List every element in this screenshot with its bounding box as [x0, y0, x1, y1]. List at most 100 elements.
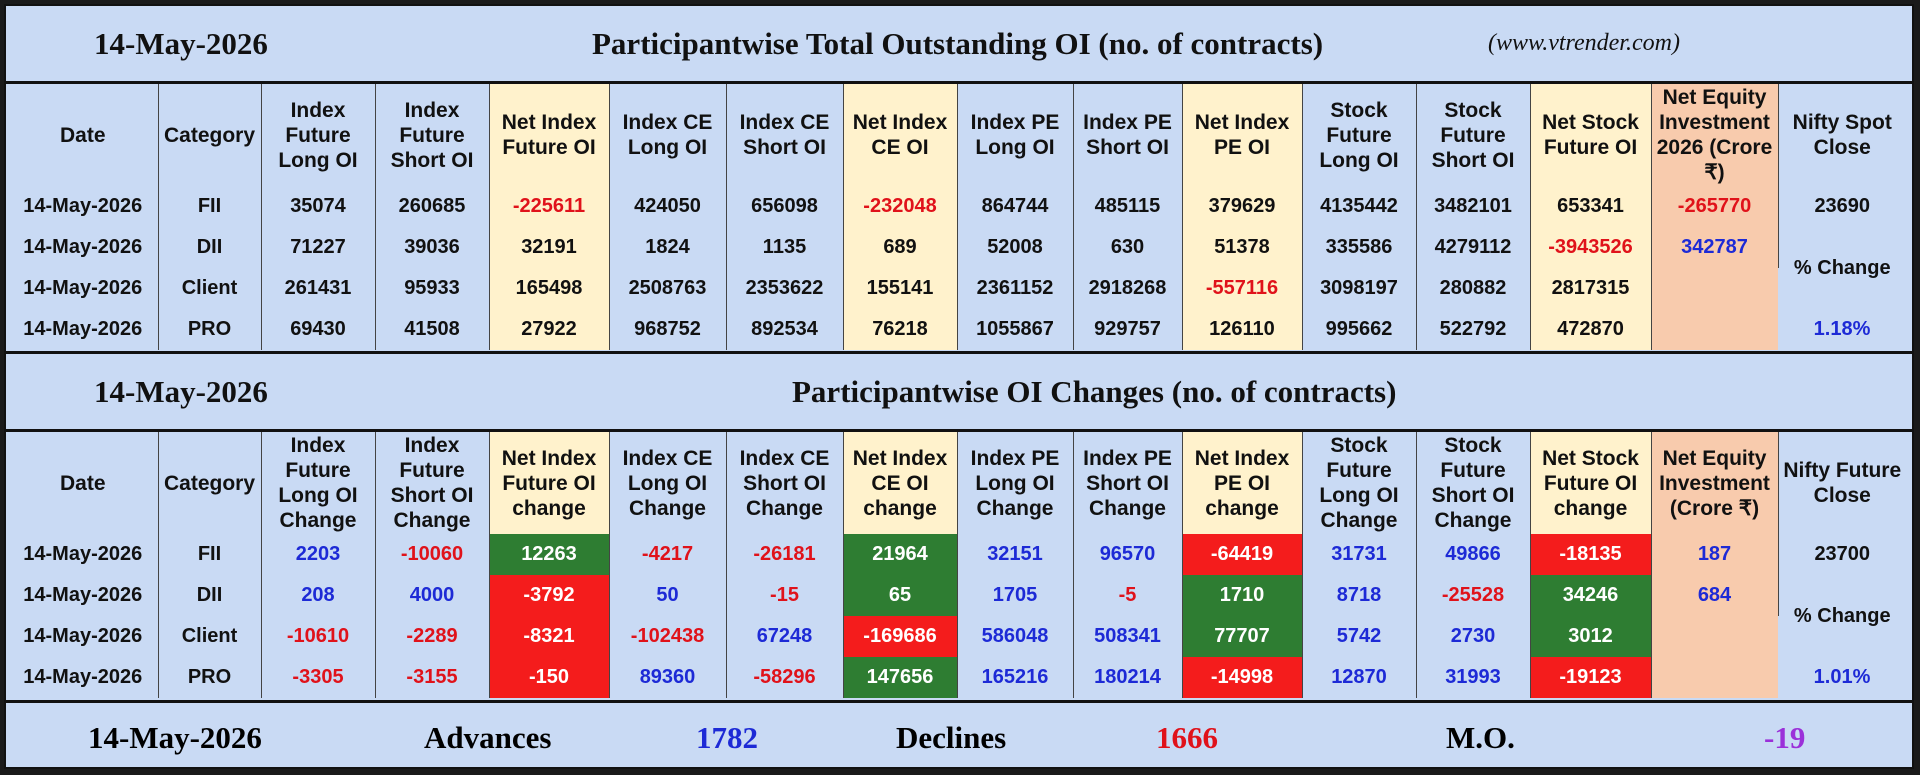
- value-cell: 39036: [375, 227, 490, 268]
- column-header: Date: [8, 432, 159, 534]
- pct-change-value: 1.01%: [1813, 666, 1871, 688]
- column-header: Index CE Long OI Change: [609, 432, 727, 534]
- value-cell: 2730: [1416, 616, 1531, 657]
- date-cell: 14-May-2026: [8, 268, 159, 309]
- chg-table: Date Category Index Future Long OI Change I…: [8, 432, 1906, 698]
- value-cell: 3482101: [1416, 186, 1531, 227]
- value-cell: 12263: [489, 534, 610, 575]
- date-cell: 14-May-2026: [8, 309, 159, 350]
- table-row: 14-May-2026 DII 71227 39036 32191 1824 1135 689…: [8, 227, 1906, 279]
- column-header: Net Index PE OI: [1182, 84, 1303, 186]
- column-header: Net Stock Future OI: [1530, 84, 1652, 186]
- value-cell: 968752: [609, 309, 727, 350]
- value-cell: 379629: [1182, 186, 1303, 227]
- chg-title: Participantwise OI Changes (no. of contr…: [792, 373, 1397, 409]
- table-row: 14-May-2026 Client -10610 -2289 -8321 -102438…: [8, 616, 1906, 698]
- value-cell: 335586: [1302, 227, 1417, 268]
- table-row: 14-May-2026 FII 35074 260685 -225611 424050 65…: [8, 186, 1906, 227]
- value-cell: 1705: [957, 575, 1074, 616]
- column-header: Index PE Short OI Change: [1073, 432, 1183, 534]
- value-cell: 2508763: [609, 268, 727, 309]
- value-cell: 261431: [261, 268, 376, 309]
- oi-header: 14-May-2026 Participantwise Total Outsta…: [6, 6, 1912, 81]
- value-cell: 995662: [1302, 309, 1417, 350]
- value-cell: -58296: [726, 657, 844, 698]
- value-cell: 2203: [261, 534, 376, 575]
- value-cell: 49866: [1416, 534, 1531, 575]
- category-cell: PRO: [158, 657, 262, 698]
- divider: [6, 429, 1912, 432]
- value-cell: 165498: [489, 268, 610, 309]
- value-cell: -64419: [1182, 534, 1303, 575]
- value-cell: 147656: [843, 657, 958, 698]
- divider: [6, 351, 1912, 354]
- column-header: Index Future Short OI: [375, 84, 490, 186]
- category-cell: FII: [158, 534, 262, 575]
- column-header: Stock Future Short OI Change: [1416, 432, 1531, 534]
- column-header: Net Equity Investment 2026 (Crore ₹): [1651, 84, 1779, 186]
- value-cell: -26181: [726, 534, 844, 575]
- value-cell: -150: [489, 657, 610, 698]
- header-row: Date Category Index Future Long OI Change I…: [8, 432, 1906, 534]
- pct-change-label: % Change: [1793, 256, 1891, 279]
- value-cell: 51378: [1182, 227, 1303, 268]
- category-cell: DII: [158, 227, 262, 268]
- value-cell: 1055867: [957, 309, 1074, 350]
- value-cell: 96570: [1073, 534, 1183, 575]
- value-cell: 27922: [489, 309, 610, 350]
- value-cell: 3098197: [1302, 268, 1417, 309]
- net-equity-cell: 342787: [1651, 227, 1779, 268]
- column-header: Stock Future Long OI: [1302, 84, 1417, 186]
- value-cell: 689: [843, 227, 958, 268]
- value-cell: 69430: [261, 309, 376, 350]
- value-cell: 656098: [726, 186, 844, 227]
- table-row: 14-May-2026 PRO 69430 41508 27922 968752 89253…: [8, 309, 1906, 350]
- value-cell: 208: [261, 575, 376, 616]
- value-cell: 1824: [609, 227, 727, 268]
- footer-date: 14-May-2026: [88, 720, 262, 755]
- value-cell: 35074: [261, 186, 376, 227]
- advances-value: 1782: [696, 720, 758, 755]
- value-cell: 485115: [1073, 186, 1183, 227]
- value-cell: 260685: [375, 186, 490, 227]
- value-cell: 126110: [1182, 309, 1303, 350]
- value-cell: 2817315: [1530, 268, 1652, 309]
- value-cell: 280882: [1416, 268, 1531, 309]
- column-header: Index PE Short OI: [1073, 84, 1183, 186]
- value-cell: 5742: [1302, 616, 1417, 657]
- oi-table: Date Category Index Future Long OI Index Fu…: [8, 84, 1906, 350]
- value-cell: -3943526: [1530, 227, 1652, 268]
- value-cell: 8718: [1302, 575, 1417, 616]
- value-cell: 34246: [1530, 575, 1652, 616]
- column-header: Net Index PE OI change: [1182, 432, 1303, 534]
- value-cell: 32151: [957, 534, 1074, 575]
- value-cell: 2918268: [1073, 268, 1183, 309]
- value-cell: 424050: [609, 186, 727, 227]
- column-header: Index PE Long OI Change: [957, 432, 1074, 534]
- column-header: Category: [158, 432, 262, 534]
- value-cell: 4000: [375, 575, 490, 616]
- value-cell: -25528: [1416, 575, 1531, 616]
- value-cell: -10610: [261, 616, 376, 657]
- value-cell: 67248: [726, 616, 844, 657]
- column-header: Net Index CE OI: [843, 84, 958, 186]
- net-equity-cell: 187: [1651, 534, 1779, 575]
- column-header: Nifty Spot Close: [1792, 111, 1892, 159]
- column-header: Index CE Long OI: [609, 84, 727, 186]
- column-header: Net Index CE OI change: [843, 432, 958, 534]
- value-cell: -232048: [843, 186, 958, 227]
- value-cell: -15: [726, 575, 844, 616]
- net-equity-cell: [1651, 268, 1778, 350]
- market-breadth: 14-May-2026 Advances 1782 Declines 1666 …: [6, 706, 1912, 767]
- mo-label: M.O.: [1446, 720, 1515, 755]
- pct-change-label: % Change: [1793, 604, 1891, 627]
- column-header: Index CE Short OI: [726, 84, 844, 186]
- net-equity-cell: 684: [1651, 575, 1779, 616]
- column-header: Index PE Long OI: [957, 84, 1074, 186]
- table-row: 14-May-2026 Client 261431 95933 165498 250876…: [8, 268, 1906, 350]
- value-cell: -4217: [609, 534, 727, 575]
- value-cell: 32191: [489, 227, 610, 268]
- declines-label: Declines: [896, 720, 1007, 755]
- value-cell: 522792: [1416, 309, 1531, 350]
- value-cell: 929757: [1073, 309, 1183, 350]
